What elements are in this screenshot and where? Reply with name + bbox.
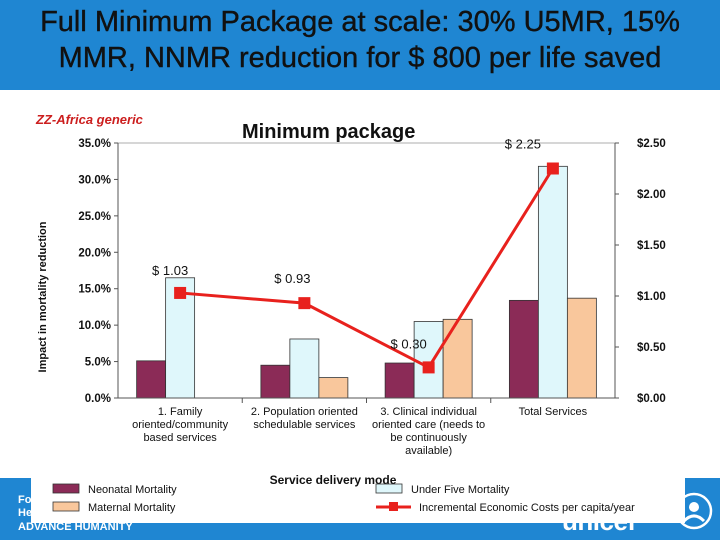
cost-data-label: $ 1.03 <box>152 263 188 278</box>
legend-label: Under Five Mortality <box>411 484 510 496</box>
cost-line-group: $ 1.03 $ 0.93 $ 0.30 $ 2.25 <box>152 137 559 374</box>
corner-label: ZZ-Africa generic <box>35 112 144 127</box>
cost-data-label: $ 2.25 <box>505 137 541 152</box>
cost-data-label: $ 0.93 <box>274 271 310 286</box>
legend-label: Neonatal Mortality <box>88 484 177 496</box>
cost-data-label: $ 0.30 <box>391 336 427 351</box>
x-tick-label: Total Services <box>519 406 588 418</box>
bar-neonatal-mortality <box>508 299 539 399</box>
y-tick-label: 15.0% <box>78 284 111 296</box>
y-tick-label: 35.0% <box>78 138 111 150</box>
y-tick-label: 20.0% <box>78 247 111 259</box>
y-axis-label: Impact in mortality reduction <box>37 221 49 372</box>
footer-line-1: Fo <box>18 494 32 506</box>
y-tick-label: 10.0% <box>78 320 111 332</box>
cost-marker <box>546 162 559 175</box>
legend-swatch <box>52 501 80 512</box>
bar-maternal-mortality <box>442 318 473 399</box>
y2-tick-label: $0.50 <box>637 342 666 354</box>
y-tick-label: 0.0% <box>85 393 111 405</box>
x-axis-label: Service delivery mode <box>270 473 397 487</box>
cost-marker <box>174 286 187 299</box>
footer-tagline: ADVANCE HUMANITY <box>18 521 133 533</box>
chart-title: Minimum package <box>242 121 415 143</box>
y2-tick-label: $1.00 <box>637 291 666 303</box>
legend-swatch <box>375 483 403 494</box>
legend: Neonatal Mortality Under Five Mortality Ma… <box>52 483 635 514</box>
bar-under-five-mortality <box>537 165 568 399</box>
legend-line-marker <box>389 502 398 511</box>
y2-tick-label: $1.50 <box>637 240 666 252</box>
x-tick-label: 2. Population oriented schedulable servic… <box>251 406 358 431</box>
cost-marker <box>298 297 311 310</box>
bar-maternal-mortality <box>566 297 597 399</box>
minimum-package-chart: ZZ-Africa generic Minimum package Impact… <box>35 112 666 514</box>
y2-tick-label: $2.00 <box>637 189 666 201</box>
title-band <box>0 0 720 90</box>
legend-label: Maternal Mortality <box>88 502 176 514</box>
y-tick-label: 5.0% <box>85 357 111 369</box>
legend-label: Incremental Economic Costs per capita/ye… <box>419 502 635 514</box>
axes-group: 0.0% 5.0% 10.0% 15.0% 20.0% 25.0% 30.0% 35.0% $0… <box>78 138 665 457</box>
bar-under-five-mortality <box>413 321 444 399</box>
slide-title: Full Minimum Package at scale: 30% U5MR,… <box>40 6 680 74</box>
bar-under-five-mortality <box>289 338 320 399</box>
chart-panel: ZZ-Africa generic Minimum package Impact… <box>31 103 685 523</box>
x-tick-label: 3. Clinical individual oriented care (nee… <box>372 406 485 457</box>
legend-swatch <box>52 483 80 494</box>
y-tick-label: 25.0% <box>78 211 111 223</box>
bar-neonatal-mortality <box>384 362 415 399</box>
footer-line-2: He <box>18 507 33 519</box>
bar-neonatal-mortality <box>136 360 167 399</box>
y2-tick-label: $2.50 <box>637 138 666 150</box>
bar-maternal-mortality <box>318 377 349 399</box>
cost-line <box>180 167 555 370</box>
bar-neonatal-mortality <box>260 364 291 399</box>
x-tick-label: 1. Family oriented/community based service… <box>132 406 228 444</box>
y-tick-label: 30.0% <box>78 174 111 186</box>
y2-tick-label: $0.00 <box>637 393 666 405</box>
cost-marker <box>422 361 435 374</box>
